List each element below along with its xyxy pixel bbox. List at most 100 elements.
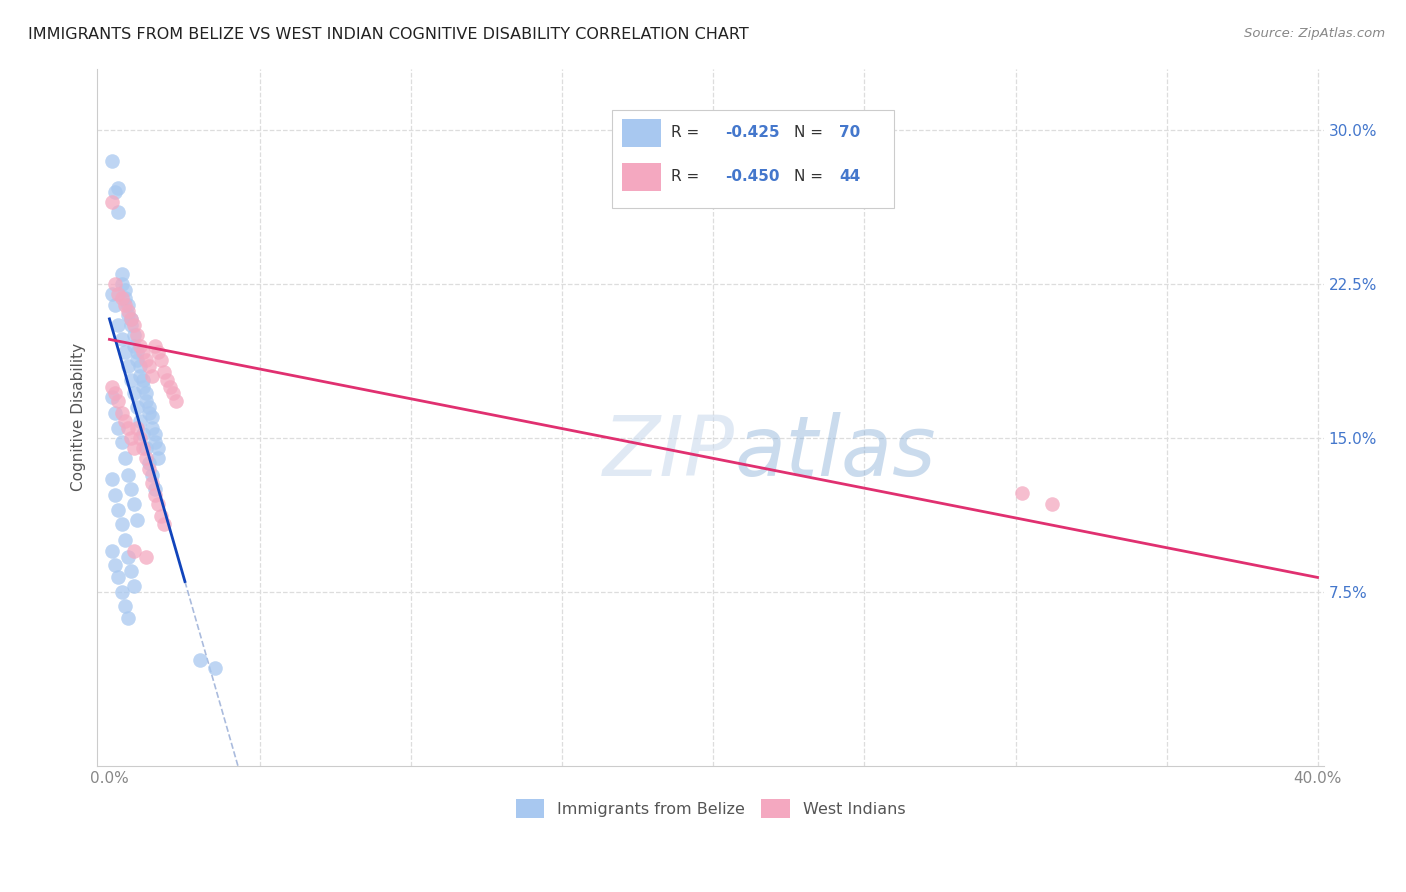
Point xyxy=(104,406,127,420)
Text: Source: ZipAtlas.com: Source: ZipAtlas.com xyxy=(1244,27,1385,40)
Point xyxy=(114,533,136,548)
Point xyxy=(107,570,129,584)
Point xyxy=(188,652,211,666)
Point xyxy=(141,467,163,482)
Text: 44: 44 xyxy=(839,169,860,184)
Point xyxy=(117,611,139,625)
Point xyxy=(114,451,136,466)
Point xyxy=(114,283,136,297)
Point xyxy=(122,579,145,593)
Point xyxy=(125,344,148,359)
Text: ZIP: ZIP xyxy=(603,412,735,492)
Y-axis label: Cognitive Disability: Cognitive Disability xyxy=(72,343,86,491)
FancyBboxPatch shape xyxy=(623,162,661,191)
Point xyxy=(101,194,124,209)
Legend: Immigrants from Belize, West Indians: Immigrants from Belize, West Indians xyxy=(509,792,911,824)
Point xyxy=(101,390,124,404)
Point xyxy=(125,400,148,414)
Point xyxy=(131,379,153,393)
Point xyxy=(131,426,153,441)
Point xyxy=(101,287,124,301)
Point xyxy=(128,338,150,352)
Text: N =: N = xyxy=(794,169,828,184)
Point xyxy=(117,467,139,482)
Point xyxy=(122,385,145,400)
Point xyxy=(125,352,148,367)
Point xyxy=(117,549,139,564)
Point xyxy=(107,180,129,194)
Point xyxy=(128,415,150,429)
FancyBboxPatch shape xyxy=(613,111,894,208)
Point xyxy=(104,297,127,311)
Point xyxy=(117,420,139,434)
Point xyxy=(149,508,172,523)
Point xyxy=(204,661,226,675)
Point xyxy=(1011,486,1033,500)
Point xyxy=(146,451,169,466)
Point xyxy=(117,297,139,311)
Point xyxy=(120,564,142,578)
Point xyxy=(159,379,181,393)
Point xyxy=(110,277,132,291)
Point xyxy=(141,410,163,425)
Point xyxy=(128,369,150,384)
Point xyxy=(120,311,142,326)
Point xyxy=(152,517,174,532)
Point xyxy=(135,385,157,400)
Point xyxy=(110,435,132,450)
Point xyxy=(152,365,174,379)
FancyBboxPatch shape xyxy=(623,119,661,146)
Point xyxy=(131,441,153,455)
Point xyxy=(135,441,157,455)
Point xyxy=(122,328,145,343)
Point xyxy=(114,344,136,359)
Point xyxy=(138,359,160,373)
Point xyxy=(117,303,139,318)
Text: IMMIGRANTS FROM BELIZE VS WEST INDIAN COGNITIVE DISABILITY CORRELATION CHART: IMMIGRANTS FROM BELIZE VS WEST INDIAN CO… xyxy=(28,27,749,42)
Point xyxy=(120,318,142,332)
Point xyxy=(131,344,153,359)
Point xyxy=(143,435,166,450)
Point xyxy=(125,420,148,434)
Point xyxy=(110,517,132,532)
Point xyxy=(138,406,160,420)
Point xyxy=(138,456,160,470)
Point xyxy=(122,338,145,352)
Point xyxy=(146,441,169,455)
Point xyxy=(107,287,129,301)
Point xyxy=(107,393,129,408)
Point xyxy=(104,385,127,400)
Point xyxy=(143,426,166,441)
Point xyxy=(146,497,169,511)
Point xyxy=(138,461,160,475)
Point xyxy=(120,431,142,445)
Point xyxy=(114,291,136,305)
Point xyxy=(156,373,179,387)
Point xyxy=(141,476,163,491)
Point xyxy=(117,308,139,322)
Point xyxy=(141,420,163,434)
Point xyxy=(141,369,163,384)
Point xyxy=(110,584,132,599)
Point xyxy=(125,328,148,343)
Point xyxy=(107,318,129,332)
Point xyxy=(101,543,124,558)
Point xyxy=(131,373,153,387)
Point xyxy=(120,482,142,496)
Point xyxy=(104,185,127,199)
Point xyxy=(162,385,184,400)
Text: N =: N = xyxy=(794,125,828,140)
Point xyxy=(128,431,150,445)
Point xyxy=(104,558,127,573)
Point xyxy=(107,205,129,219)
Text: R =: R = xyxy=(671,169,704,184)
Point xyxy=(128,359,150,373)
Point xyxy=(104,488,127,502)
Point xyxy=(125,513,148,527)
Text: R =: R = xyxy=(671,125,704,140)
Point xyxy=(122,318,145,332)
Text: 70: 70 xyxy=(839,125,860,140)
Point xyxy=(143,338,166,352)
Point xyxy=(122,441,145,455)
Point xyxy=(165,393,187,408)
